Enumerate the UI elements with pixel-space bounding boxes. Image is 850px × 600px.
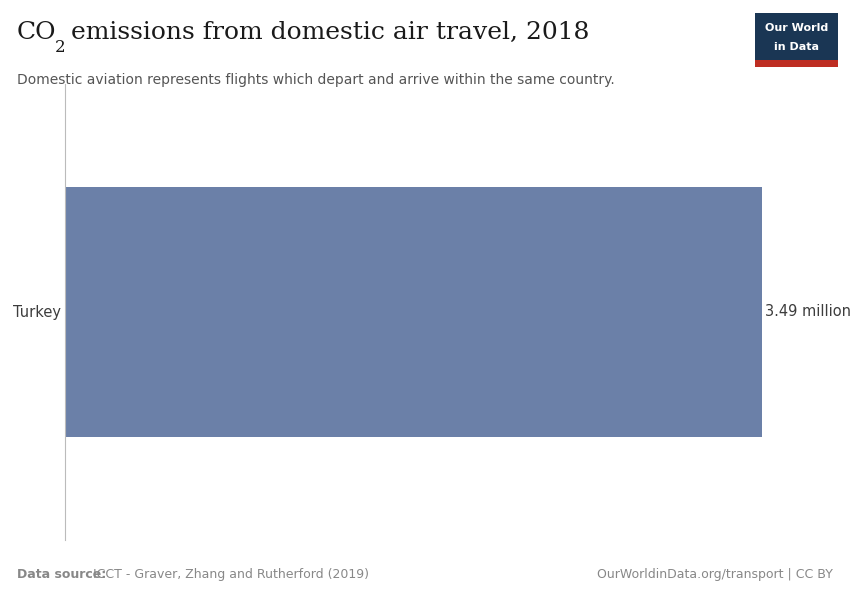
Text: OurWorldinData.org/transport | CC BY: OurWorldinData.org/transport | CC BY [597, 568, 833, 581]
Text: Our World: Our World [765, 23, 828, 34]
Text: CO: CO [17, 21, 56, 44]
Bar [65, 187, 762, 437]
Text: Domestic aviation represents flights which depart and arrive within the same cou: Domestic aviation represents flights whi… [17, 73, 615, 87]
Text: Turkey: Turkey [14, 304, 61, 319]
Bar [755, 60, 838, 67]
Text: ICCT - Graver, Zhang and Rutherford (2019): ICCT - Graver, Zhang and Rutherford (201… [89, 568, 369, 581]
Text: Data source:: Data source: [17, 568, 106, 581]
Text: 2: 2 [54, 39, 65, 56]
Text: 3.49 million t: 3.49 million t [765, 304, 850, 319]
Text: emissions from domestic air travel, 2018: emissions from domestic air travel, 2018 [63, 21, 589, 44]
Text: in Data: in Data [774, 41, 819, 52]
